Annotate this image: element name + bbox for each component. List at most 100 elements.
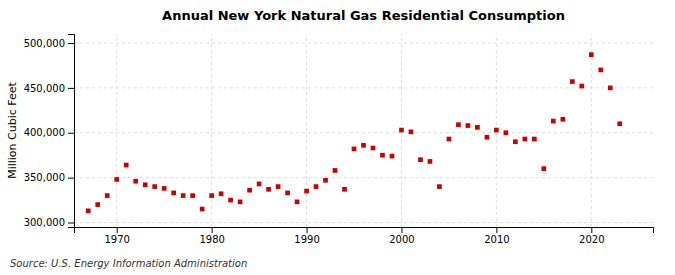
point [532, 137, 537, 142]
x-axis-line [75, 228, 654, 234]
x-tick-mark [212, 227, 213, 233]
point [513, 139, 518, 144]
point [200, 207, 205, 212]
point [333, 168, 338, 173]
point [257, 182, 262, 187]
x-tick-label: 2020 [579, 234, 604, 245]
y-tick-label: 500,000 [24, 38, 65, 49]
point [124, 163, 129, 168]
x-tick: 2020 [579, 227, 604, 245]
point [143, 182, 148, 187]
source-note: Source: U.S. Energy Information Administ… [10, 258, 247, 269]
point [560, 117, 565, 122]
point [570, 79, 575, 84]
y-tick: 500,000 [24, 38, 74, 49]
point [314, 184, 319, 189]
x-tick-mark [307, 227, 308, 233]
point [323, 178, 328, 183]
point [608, 86, 613, 91]
point [523, 137, 528, 142]
point [152, 184, 157, 189]
point [485, 135, 490, 140]
x-tick-mark [591, 227, 592, 233]
y-tick: 400,000 [24, 127, 74, 138]
x-tick: 1970 [104, 227, 129, 245]
point [456, 122, 461, 127]
point [361, 143, 366, 148]
x-tick-label: 1970 [104, 234, 129, 245]
point [190, 193, 195, 198]
point [219, 191, 224, 196]
y-grid-line [74, 177, 653, 178]
y-grid-line [74, 87, 653, 88]
x-tick: 2010 [484, 227, 509, 245]
point [617, 121, 622, 126]
point [598, 68, 603, 73]
point [276, 184, 281, 189]
point [589, 52, 594, 57]
x-tick-label: 2000 [389, 234, 414, 245]
point [437, 184, 442, 189]
point [551, 119, 556, 124]
chart: 1970 1980 1990 2000 2010 2020 300,000 350,000 40… [0, 0, 675, 275]
x-tick: 1980 [199, 227, 224, 245]
y-axis: 300,000 350,000 400,000 450,000 500,000 [24, 35, 75, 229]
y-tick-mark [68, 88, 74, 89]
point [428, 159, 433, 164]
y-axis-line [68, 35, 75, 228]
x-grid-line [116, 34, 117, 227]
y-tick: 300,000 [24, 217, 74, 228]
point [285, 191, 290, 196]
x-tick-mark [401, 227, 402, 233]
y-tick-label: 450,000 [24, 83, 65, 94]
y-grid-line [74, 222, 653, 223]
point [418, 157, 423, 162]
y-axis-title: Million Cubic Feet [6, 81, 19, 178]
point [181, 193, 186, 198]
point [447, 137, 452, 142]
y-tick-mark [68, 133, 74, 134]
y-tick-mark [68, 223, 74, 224]
x-tick: 2000 [389, 227, 414, 245]
point [380, 153, 385, 158]
point [105, 193, 110, 198]
y-tick-label: 350,000 [24, 172, 65, 183]
point [494, 128, 499, 133]
x-tick-label: 1990 [294, 234, 319, 245]
y-tick: 450,000 [24, 83, 74, 94]
point [342, 187, 347, 192]
point [399, 128, 404, 133]
point [238, 200, 243, 205]
y-tick-mark [68, 43, 74, 44]
y-tick-label: 400,000 [24, 127, 65, 138]
x-tick: 1990 [294, 227, 319, 245]
point [162, 186, 167, 191]
x-tick-label: 1980 [199, 234, 224, 245]
point [504, 130, 509, 135]
y-grid-line [74, 132, 653, 133]
point [228, 198, 233, 203]
point [304, 189, 309, 194]
title: Annual New York Natural Gas Residential … [162, 8, 565, 23]
x-tick-label: 2010 [484, 234, 509, 245]
point [409, 130, 414, 135]
point [541, 166, 546, 171]
point [133, 179, 138, 184]
y-grid-line [74, 42, 653, 43]
point [352, 147, 357, 152]
point [475, 125, 480, 130]
y-tick-mark [68, 178, 74, 179]
point [390, 154, 395, 159]
x-tick-mark [496, 227, 497, 233]
point [466, 123, 471, 128]
point [95, 202, 100, 207]
points [86, 52, 622, 213]
x-tick-mark [117, 227, 118, 233]
point [247, 188, 252, 193]
y-tick: 350,000 [24, 172, 74, 183]
point [209, 193, 214, 198]
y-tick-label: 300,000 [24, 217, 65, 228]
point [266, 187, 271, 192]
grid [74, 34, 653, 227]
point [579, 84, 584, 89]
